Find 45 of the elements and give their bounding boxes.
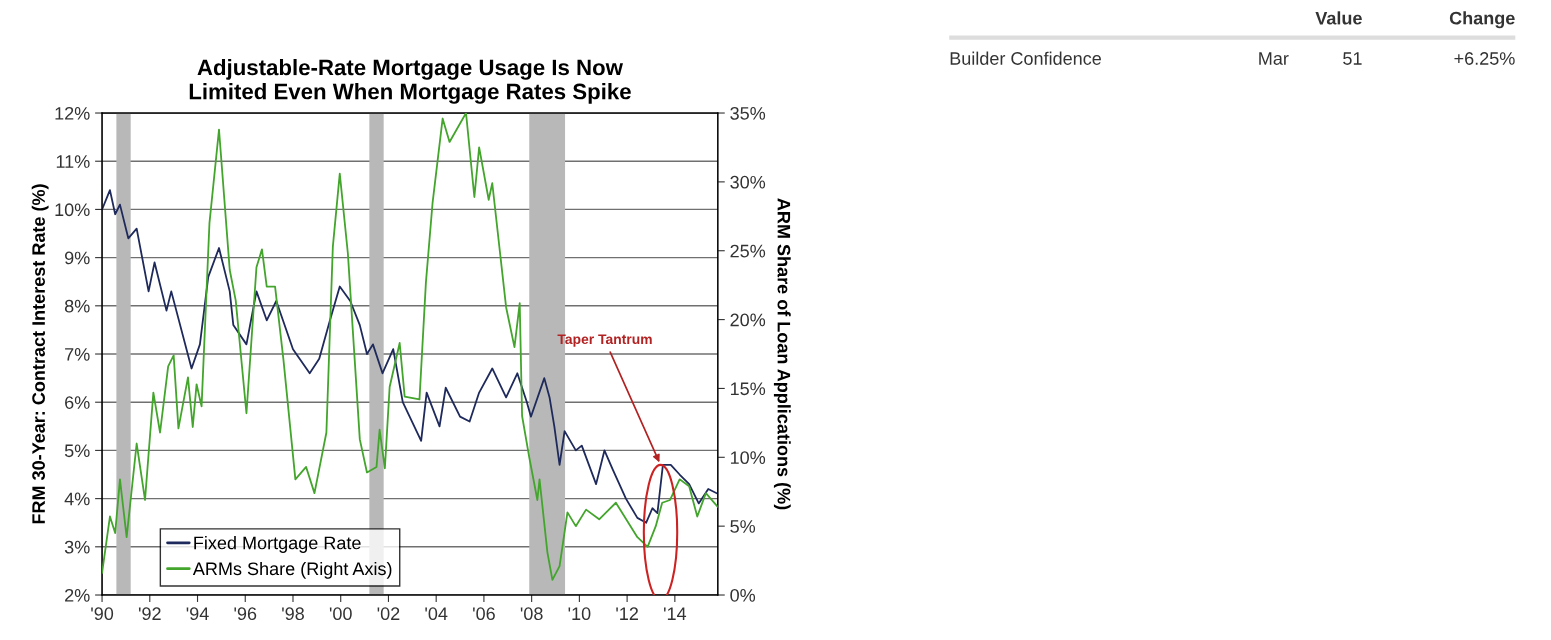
y2-tick-label: 20% — [730, 313, 766, 327]
y2-tick-label: 30% — [730, 175, 766, 189]
legend-label: Fixed Mortgage Rate — [194, 536, 361, 553]
x-tick-label: '94 — [186, 607, 209, 621]
y-axis-title: FRM 30-Year: Contract Interest Rate (%) — [31, 184, 49, 524]
y-tick-label: 10% — [55, 203, 90, 217]
text: Change — [1449, 11, 1515, 29]
line-series — [102, 189, 718, 524]
x-tick-label: '14 — [664, 607, 687, 620]
x-tick-label: '06 — [473, 607, 495, 621]
y-tick-label: 3% — [64, 540, 90, 554]
y2-tick-label: 0% — [730, 588, 756, 602]
x-tick-label: '92 — [138, 607, 161, 621]
y-tick-label: 12% — [55, 106, 90, 120]
x-tick-label: '10 — [568, 607, 591, 621]
x-tick-label: '00 — [329, 607, 352, 621]
chart-title: Adjustable-Rate Mortgage Usage Is Now Limited Even When Mortgage Rates Spike — [189, 59, 631, 104]
y-tick-label: 11% — [56, 155, 90, 168]
x-tick-label: '08 — [520, 607, 543, 621]
y2-tick-label: 5% — [730, 520, 756, 533]
x-tick-label: '12 — [616, 607, 638, 620]
y-tick-label: 8% — [64, 299, 90, 313]
x-tick-label: '98 — [282, 607, 304, 621]
x-tick-label: '90 — [91, 607, 114, 621]
text: Value — [1315, 11, 1362, 25]
y2-tick-label: 15% — [730, 382, 766, 396]
y2-axis-title: ARM Share of Loan Applications (%) — [773, 198, 791, 510]
x-tick-label: '02 — [377, 607, 400, 621]
text: Mar — [1259, 52, 1289, 65]
y2-tick-label: 25% — [730, 244, 766, 258]
y-tick-label: 6% — [65, 396, 90, 409]
text: 51 — [1343, 52, 1362, 65]
y-tick-label: 2% — [65, 588, 90, 602]
y-tick-label: 4% — [64, 492, 90, 506]
y2-tick-label: 35% — [730, 106, 766, 120]
text: Builder Confidence — [950, 51, 1101, 65]
x-tick-label: '04 — [425, 607, 448, 621]
y-tick-label: 5% — [64, 444, 90, 458]
y-tick-label: 7% — [65, 348, 90, 361]
y2-tick-label: 10% — [730, 451, 766, 465]
y-tick-label: 9% — [65, 251, 90, 265]
legend-label: ARMs Share (Right Axis) — [192, 561, 392, 579]
x-tick-label: '96 — [234, 607, 257, 621]
text: +6.25% — [1454, 52, 1515, 65]
annotation: Taper Tantrum — [557, 334, 652, 347]
